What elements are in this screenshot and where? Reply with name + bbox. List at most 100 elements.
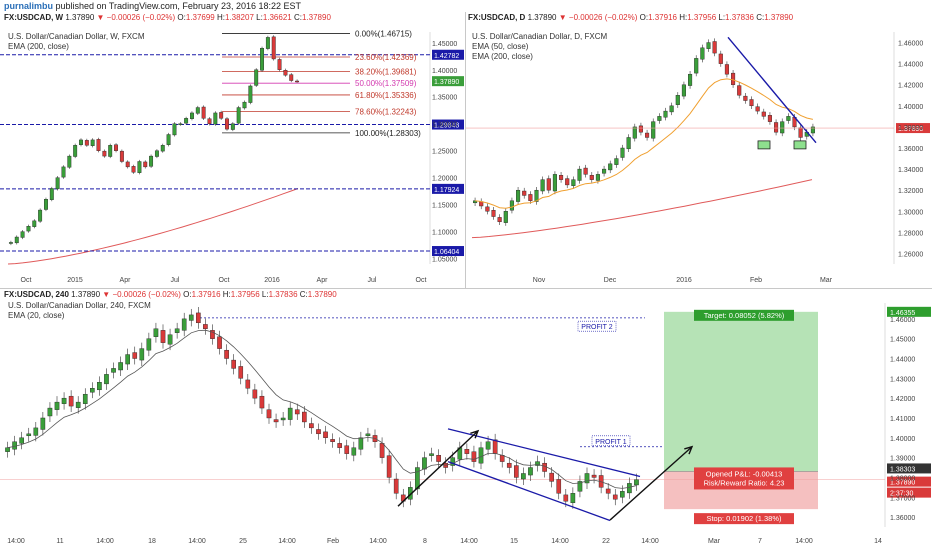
h4-opened-pnl: Opened P&L: -0.00413 — [706, 469, 783, 478]
h4-y-tick-3: 1.43000 — [890, 376, 915, 383]
candle-body — [540, 179, 545, 192]
weekly-ohlc-header: FX:USDCAD, W 1.37890 ▼ −0.00026 (−0.02%)… — [4, 13, 331, 22]
candle-body — [5, 447, 10, 452]
candle-body — [549, 472, 554, 482]
candle-body — [174, 328, 180, 333]
candle-body — [245, 379, 251, 389]
candle-body — [55, 177, 60, 190]
daily-chart-panel[interactable]: FX:USDCAD, D 1.37890 ▼ −0.00026 (−0.02%)… — [466, 12, 932, 288]
candle-body — [634, 479, 639, 486]
candle-body — [559, 175, 564, 180]
daily-open: 1.37916 — [648, 13, 677, 22]
candle-body — [248, 85, 253, 103]
daily-y-tick-2: 1.42000 — [898, 83, 923, 90]
candle-body — [712, 41, 717, 54]
down-arrow-icon: ▼ — [96, 13, 105, 22]
fib-level-label: 78.60%(1.32243) — [355, 108, 417, 117]
weekly-high: 1.38207 — [224, 13, 254, 22]
candle-body — [570, 493, 576, 504]
h4-rr-ratio: Risk/Reward Ratio: 4.23 — [704, 478, 785, 487]
candle-body — [344, 445, 350, 454]
daily-indicator-ema50[interactable]: EMA (50, close) — [472, 42, 529, 51]
h4-y-tick-5: 1.41000 — [890, 416, 915, 423]
candle-body — [125, 161, 130, 168]
h4-chart-panel[interactable]: FX:USDCAD, 240 1.37890 ▼ −0.00026 (−0.02… — [0, 289, 932, 550]
candle-body — [61, 166, 66, 178]
weekly-x-tick-8: Oct — [416, 277, 427, 284]
candle-body — [195, 107, 200, 114]
candle-body — [571, 179, 576, 186]
candle-body — [47, 407, 53, 417]
weekly-chart-svg[interactable]: 1.42782 1.29848 1.17924 1.06404 0.00%(1.4671… — [0, 12, 465, 288]
candle-body — [774, 122, 779, 133]
candle-body — [393, 478, 399, 494]
h4-title: U.S. Dollar/Canadian Dollar, 240, FXCM — [8, 301, 151, 310]
weekly-chart-panel[interactable]: FX:USDCAD, W 1.37890 ▼ −0.00026 (−0.02%)… — [0, 12, 465, 288]
h4-y-tick-7: 1.39000 — [890, 456, 915, 463]
weekly-y-tick-8: 1.05000 — [432, 257, 457, 264]
candle-body — [153, 328, 159, 337]
candle-body — [595, 174, 600, 181]
candle-body — [565, 178, 570, 186]
h4-y-tick-4: 1.42000 — [890, 396, 915, 403]
candle-body — [19, 437, 24, 444]
candle-body — [79, 139, 83, 145]
candle-body — [737, 85, 742, 96]
candle-body — [651, 121, 656, 139]
candle-body — [546, 178, 551, 191]
fib-level-label: 100.00%(1.28303) — [355, 129, 421, 138]
h4-x-tick-2: 14:00 — [96, 538, 114, 545]
daily-chart-svg[interactable]: 1.37890 1.46000 1.44000 1.42000 1.40000 1.380… — [466, 12, 932, 288]
h4-x-tick-9: 8 — [423, 538, 427, 545]
weekly-last-price-tag — [432, 76, 464, 87]
candle-body — [584, 473, 590, 484]
candle-body — [323, 431, 328, 438]
h4-x-tick-14: 14:00 — [641, 538, 659, 545]
weekly-y-tick-6: 1.15000 — [432, 203, 457, 210]
h4-legend: U.S. Dollar/Canadian Dollar, 240, FXCM E… — [8, 301, 151, 321]
weekly-symbol: FX:USDCAD, W — [4, 13, 64, 22]
candle-body — [61, 397, 67, 404]
candle-body — [73, 145, 78, 157]
publisher-username[interactable]: purnalimbu — [4, 1, 53, 11]
weekly-x-tick-5: 2016 — [264, 277, 280, 284]
h4-chart-svg[interactable]: PROFIT 2 PROFIT 1 Target: 0.08052 (5.82%) O… — [0, 289, 932, 550]
candle-body — [780, 121, 785, 134]
panel-divider-horizontal — [0, 288, 932, 289]
h4-y-tick-2: 1.44000 — [890, 357, 915, 364]
h4-profit2-label: PROFIT 2 — [581, 324, 612, 331]
h4-y-tick-6: 1.40000 — [890, 436, 915, 443]
daily-indicator-ema200[interactable]: EMA (200, close) — [472, 52, 533, 61]
h4-indicator-ema20[interactable]: EMA (20, close) — [8, 311, 65, 320]
fib-level-label: 38.20%(1.39681) — [355, 67, 417, 76]
weekly-x-tick-6: Apr — [317, 277, 329, 284]
h4-low: 1.37836 — [268, 290, 298, 299]
candle-body — [273, 419, 279, 423]
daily-downtrend-line — [727, 36, 817, 144]
weekly-x-tick-3: Jul — [171, 277, 180, 284]
h4-profit2-box — [577, 320, 617, 332]
h4-x-tick-12: 14:00 — [551, 538, 569, 545]
candle-body — [521, 473, 526, 480]
weekly-x-tick-1: 2015 — [67, 277, 83, 284]
candle-body — [236, 107, 241, 124]
candle-body — [26, 226, 31, 232]
candle-body — [68, 395, 74, 407]
candle-body — [184, 118, 189, 124]
weekly-indicator-ema200[interactable]: EMA (200, close) — [8, 42, 69, 51]
h4-x-tick-6: 14:00 — [278, 538, 296, 545]
candle-body — [663, 110, 668, 118]
publish-bar: purnalimbu published on TradingView.com,… — [0, 0, 932, 12]
weekly-y-tick-4: 1.25000 — [432, 149, 457, 156]
candle-body — [294, 409, 300, 415]
candle-body — [90, 388, 95, 393]
h4-impulse-arrow-head — [470, 429, 480, 439]
candle-body — [694, 58, 699, 74]
daily-last-price-label: 1.37890 — [898, 126, 923, 133]
h4-x-tick-1: 11 — [56, 538, 63, 545]
fib-level-label: 0.00%(1.46715) — [355, 30, 412, 39]
candle-body — [265, 37, 270, 49]
candle-body — [190, 112, 194, 119]
candle-body — [602, 168, 607, 174]
daily-symbol: FX:USDCAD, D — [468, 13, 526, 22]
